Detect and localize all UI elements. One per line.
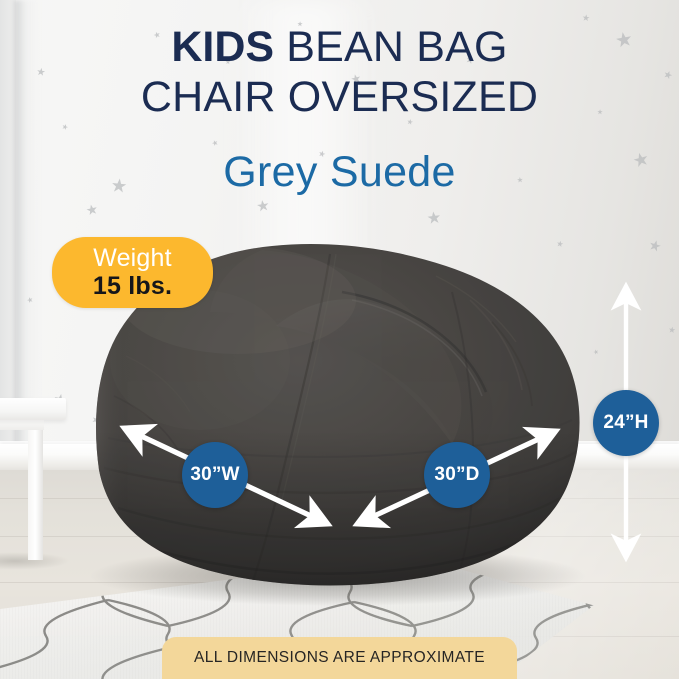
table-apron xyxy=(0,418,44,430)
height-badge: 24”H xyxy=(593,390,659,456)
wall-corner-edge xyxy=(14,0,40,470)
table-shadow xyxy=(0,552,70,570)
width-badge: 30”W xyxy=(182,442,248,508)
subtitle: Grey Suede xyxy=(223,148,456,196)
title-line2: CHAIR OVERSIZED xyxy=(140,73,539,121)
side-table xyxy=(0,398,66,420)
wall-corner-shade xyxy=(0,0,16,470)
weight-badge: Weight 15 lbs. xyxy=(52,237,213,308)
table-leg-right xyxy=(28,418,43,560)
disclaimer-text: ALL DIMENSIONS ARE APPROXIMATE xyxy=(193,649,486,666)
weight-label: Weight xyxy=(93,243,172,272)
title-emphasis: KIDS xyxy=(171,23,275,71)
title-line1-rest: BEAN BAG xyxy=(274,23,508,71)
disclaimer-banner: ALL DIMENSIONS ARE APPROXIMATE xyxy=(162,637,517,679)
page-title: KIDS BEAN BAG CHAIR OVERSIZED xyxy=(0,22,679,122)
depth-badge: 30”D xyxy=(424,442,490,508)
weight-value: 15 lbs. xyxy=(92,271,173,300)
